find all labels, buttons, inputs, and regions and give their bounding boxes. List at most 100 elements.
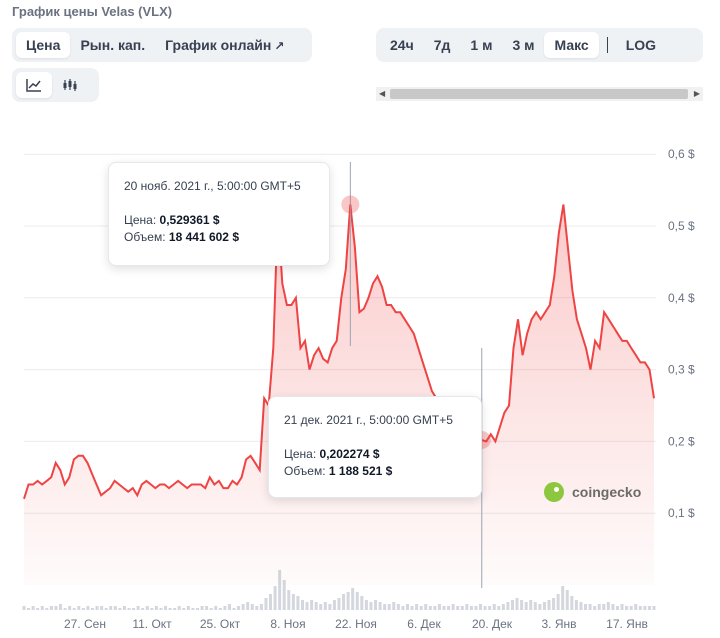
range-max[interactable]: Макс [544, 32, 599, 58]
range-1m[interactable]: 1 м [470, 37, 493, 53]
tooltip-volume-row: Объем: 18 441 602 $ [124, 230, 329, 244]
volume-bar [542, 602, 546, 610]
tooltip-price-row: Цена: 0,529361 $ [124, 213, 329, 227]
volume-bar [323, 602, 327, 610]
volume-bar [615, 606, 619, 610]
volume-bar [246, 602, 250, 610]
volume-bar [360, 596, 364, 610]
volume-bar [456, 606, 460, 610]
volume-bar [565, 590, 569, 610]
volume-bar [625, 606, 629, 610]
x-tick-label: 6. Дек [407, 617, 441, 631]
line-chart-icon[interactable] [16, 72, 52, 98]
volume-bar [606, 602, 610, 610]
volume-bar [113, 606, 117, 610]
candlestick-chart-icon[interactable] [52, 72, 88, 98]
volume-bar [63, 608, 67, 610]
volume-bar [428, 606, 432, 610]
volume-bar [401, 606, 405, 610]
volume-bar [547, 600, 551, 610]
range-tabs: 24ч 7д 1 м 3 м Макс LOG [376, 28, 703, 62]
volume-bar [643, 606, 647, 610]
volume-bar [501, 604, 505, 610]
volume-value: 18 441 602 $ [168, 230, 239, 244]
volume-bar [474, 606, 478, 610]
price-label: Цена: [284, 447, 317, 461]
volume-bar [584, 604, 588, 610]
volume-bar [218, 608, 222, 610]
range-24h[interactable]: 24ч [390, 37, 414, 53]
tab-price[interactable]: Цена [16, 32, 71, 58]
volume-bar [118, 608, 122, 610]
volume-value: 1 188 521 $ [328, 464, 393, 478]
x-tick-label: 3. Янв [541, 617, 576, 631]
volume-bar [90, 608, 94, 610]
chart-type-toggle [12, 68, 99, 102]
volume-bar [437, 604, 441, 610]
volume-bar [109, 606, 113, 610]
tooltip-nov-20: 20 нояб. 2021 г., 5:00:00 GMT+5 Цена: 0,… [108, 162, 330, 266]
volume-bar [574, 600, 578, 610]
volume-bar [355, 592, 359, 610]
volume-bar [488, 606, 492, 610]
volume-bar [95, 606, 99, 610]
volume-bar [652, 606, 656, 610]
tooltip-volume-row: Объем: 1 188 521 $ [284, 464, 481, 478]
volume-bar [465, 604, 469, 610]
volume-bar [419, 606, 423, 610]
volume-bar [145, 606, 149, 610]
volume-bar [132, 608, 136, 610]
watermark-text: coingecko [572, 484, 642, 500]
volume-bar [492, 604, 496, 610]
volume-bar [141, 608, 145, 610]
scroll-thumb[interactable] [390, 89, 688, 99]
volume-bar [49, 606, 53, 610]
x-tick-label: 20. Дек [472, 617, 513, 631]
volume-bar [177, 606, 181, 610]
volume-bar [392, 602, 396, 610]
scroll-left-icon[interactable]: ◀ [379, 89, 386, 98]
volume-bar [369, 602, 373, 610]
volume-bar [497, 606, 501, 610]
volume-bar [195, 608, 199, 610]
volume-label: Объем: [284, 464, 326, 478]
volume-bar [460, 606, 464, 610]
volume-bar [68, 606, 72, 610]
y-tick-label: 0,5 $ [668, 219, 695, 233]
volume-bar [223, 606, 227, 610]
range-scrollbar[interactable]: ◀ ▶ [376, 87, 703, 101]
volume-bar [561, 586, 565, 610]
volume-bar [602, 604, 606, 610]
volume-bar [227, 604, 231, 610]
volume-bar [524, 602, 528, 610]
volume-bar [638, 606, 642, 610]
log-toggle[interactable]: LOG [625, 37, 657, 53]
volume-bar [150, 608, 154, 610]
tooltip-date: 20 нояб. 2021 г., 5:00:00 GMT+5 [124, 179, 301, 193]
scroll-right-icon[interactable]: ▶ [693, 89, 700, 98]
volume-bar [72, 608, 76, 610]
y-tick-label: 0,6 $ [668, 147, 695, 161]
volume-bar [296, 596, 300, 610]
volume-bar [593, 606, 597, 610]
volume-bar [214, 606, 218, 610]
range-3m[interactable]: 3 м [512, 37, 535, 53]
price-label: Цена: [124, 213, 157, 227]
volume-bar [556, 594, 560, 610]
y-tick-label: 0,2 $ [668, 434, 695, 448]
tab-market-cap[interactable]: Рын. кап. [80, 37, 146, 53]
volume-bar [310, 600, 314, 610]
volume-bar [45, 608, 49, 610]
y-tick-label: 0,3 $ [668, 363, 695, 377]
tab-live-chart[interactable]: График онлайн ↗ [155, 32, 294, 58]
volume-bar [629, 606, 633, 610]
volume-bar [22, 606, 26, 610]
volume-bar [515, 598, 519, 610]
volume-bar [520, 600, 524, 610]
tab-live-chart-label: График онлайн [165, 37, 272, 53]
volume-bar [538, 604, 542, 610]
y-tick-label: 0,4 $ [668, 291, 695, 305]
range-7d[interactable]: 7д [433, 37, 451, 53]
volume-bar [351, 588, 355, 610]
